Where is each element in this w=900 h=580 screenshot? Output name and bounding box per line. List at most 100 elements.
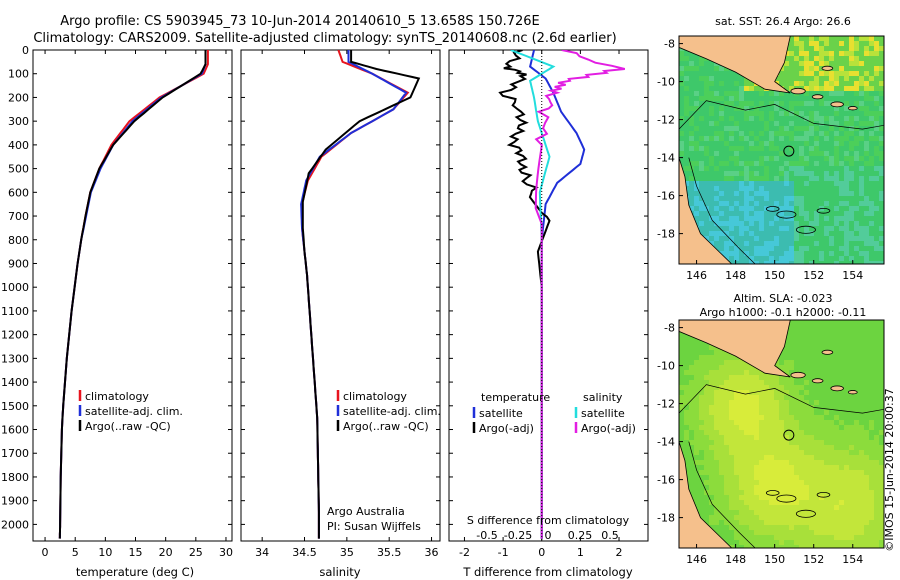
map-cell bbox=[804, 241, 809, 246]
map-cell bbox=[874, 196, 879, 201]
map-cell bbox=[729, 201, 734, 206]
map-cell bbox=[734, 171, 739, 176]
map-cell bbox=[739, 251, 744, 256]
map-cell bbox=[734, 440, 739, 445]
map-cell bbox=[739, 450, 744, 455]
map-cell bbox=[824, 41, 829, 46]
map-cell bbox=[804, 405, 809, 410]
map-cell bbox=[859, 76, 864, 81]
map-cell bbox=[794, 320, 799, 325]
t-difference-xlabel: T difference from climatology bbox=[462, 565, 633, 579]
map-cell bbox=[834, 151, 839, 156]
map-cell bbox=[714, 106, 719, 111]
map-cell bbox=[869, 81, 874, 86]
map-cell bbox=[839, 181, 844, 186]
map-cell bbox=[789, 425, 794, 430]
map-cell bbox=[809, 41, 814, 46]
difference-legend: temperature salinitysatelliteArgo(-adj)sa… bbox=[472, 391, 636, 435]
map-cell bbox=[789, 450, 794, 455]
map-cell bbox=[724, 236, 729, 241]
map-cell bbox=[794, 76, 799, 81]
map-cell bbox=[704, 430, 709, 435]
map-cell bbox=[679, 121, 684, 126]
map-cell bbox=[874, 161, 879, 166]
map-cell bbox=[754, 375, 759, 380]
map-cell bbox=[829, 535, 834, 540]
map-cell bbox=[714, 96, 719, 101]
map-cell bbox=[879, 121, 884, 126]
map-cell bbox=[824, 525, 829, 530]
map-cell bbox=[849, 241, 854, 246]
map-cell bbox=[699, 141, 704, 146]
map-cell bbox=[714, 400, 719, 405]
sst-map-frame bbox=[678, 35, 885, 265]
reef-outline bbox=[816, 208, 831, 214]
map-cell bbox=[879, 51, 884, 56]
map-cell bbox=[724, 350, 729, 355]
map-cell bbox=[734, 106, 739, 111]
map-cell bbox=[709, 440, 714, 445]
lon-tick-label: 150 bbox=[764, 553, 785, 566]
map-cell bbox=[864, 490, 869, 495]
map-cell bbox=[759, 520, 764, 525]
map-cell bbox=[794, 380, 799, 385]
map-cell bbox=[834, 256, 839, 261]
map-cell bbox=[829, 226, 834, 231]
map-cell bbox=[874, 525, 879, 530]
map-cell bbox=[779, 226, 784, 231]
map-cell bbox=[804, 201, 809, 206]
map-cell bbox=[679, 111, 684, 116]
map-cell bbox=[849, 380, 854, 385]
map-cell bbox=[739, 465, 744, 470]
map-cell bbox=[809, 425, 814, 430]
map-cell bbox=[774, 211, 779, 216]
map-cell bbox=[859, 380, 864, 385]
map-cell bbox=[774, 395, 779, 400]
map-cell bbox=[829, 510, 834, 515]
lon-tick-label: 152 bbox=[803, 553, 824, 566]
map-cell bbox=[759, 86, 764, 91]
map-cell bbox=[864, 355, 869, 360]
map-cell bbox=[749, 241, 754, 246]
map-cell bbox=[819, 505, 824, 510]
map-cell bbox=[869, 201, 874, 206]
map-cell bbox=[854, 171, 859, 176]
map-cell bbox=[764, 455, 769, 460]
map-cell bbox=[754, 131, 759, 136]
map-cell bbox=[829, 540, 834, 545]
map-cell bbox=[804, 106, 809, 111]
map-cell bbox=[834, 520, 839, 525]
map-cell bbox=[854, 246, 859, 251]
map-cell bbox=[789, 246, 794, 251]
map-cell bbox=[699, 355, 704, 360]
map-cell bbox=[814, 325, 819, 330]
map-cell bbox=[759, 510, 764, 515]
map-cell bbox=[709, 111, 714, 116]
map-cell bbox=[839, 201, 844, 206]
map-cell bbox=[709, 525, 714, 530]
map-cell bbox=[804, 131, 809, 136]
difference-lines bbox=[498, 50, 626, 541]
map-cell bbox=[724, 81, 729, 86]
map-cell bbox=[824, 256, 829, 261]
map-cell bbox=[699, 146, 704, 151]
map-cell bbox=[769, 186, 774, 191]
map-cell bbox=[704, 91, 709, 96]
map-cell bbox=[699, 161, 704, 166]
map-cell bbox=[694, 206, 699, 211]
map-cell bbox=[679, 101, 684, 106]
map-cell bbox=[854, 465, 859, 470]
map-cell bbox=[699, 151, 704, 156]
map-cell bbox=[804, 161, 809, 166]
map-cell bbox=[759, 370, 764, 375]
map-cell bbox=[814, 166, 819, 171]
map-cell bbox=[689, 375, 694, 380]
map-cell bbox=[839, 450, 844, 455]
map-cell bbox=[699, 131, 704, 136]
map-cell bbox=[714, 171, 719, 176]
map-cell bbox=[684, 116, 689, 121]
map-cell bbox=[684, 395, 689, 400]
map-cell bbox=[809, 385, 814, 390]
map-cell bbox=[864, 395, 869, 400]
map-cell bbox=[749, 385, 754, 390]
